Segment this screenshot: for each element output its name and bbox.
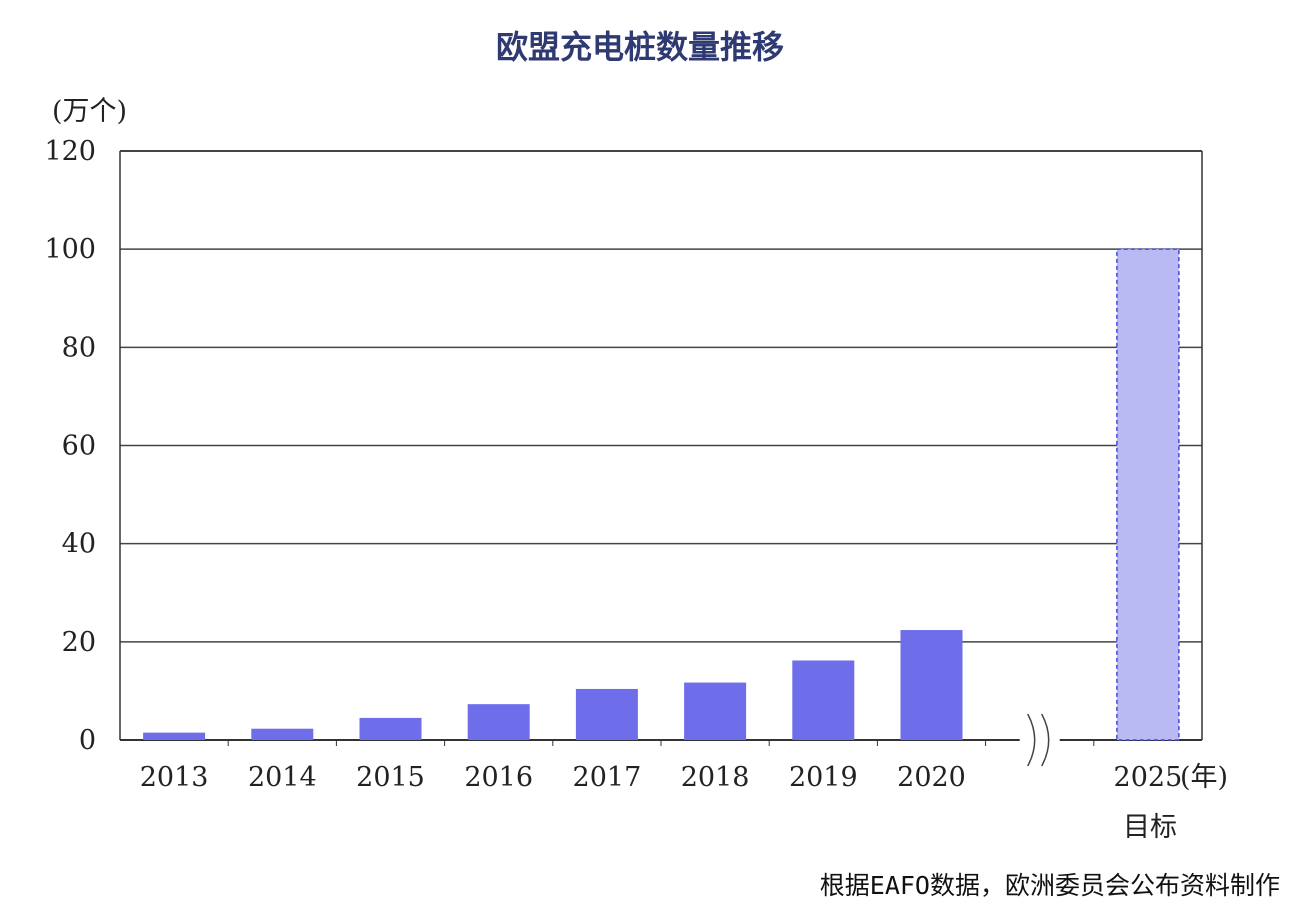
x-tick-label: 2025 bbox=[1114, 762, 1183, 793]
y-tick-label: 120 bbox=[44, 136, 96, 167]
x-axis-unit-label: (年) bbox=[1180, 762, 1228, 793]
y-tick-label: 20 bbox=[62, 627, 96, 658]
y-tick-labels: 0 20 40 60 80 100 120 bbox=[44, 136, 96, 756]
bar-2018 bbox=[684, 682, 747, 740]
bar-2019 bbox=[792, 660, 855, 740]
y-tick-label: 80 bbox=[62, 332, 96, 363]
x-tick-labels: 2013 2014 2015 2016 2017 2018 2019 2020 2025 bbox=[140, 762, 1183, 793]
x-tick-label: 2020 bbox=[897, 762, 966, 793]
bar-2020 bbox=[900, 630, 963, 740]
axis-break-icon bbox=[1019, 713, 1060, 767]
axis-break-stroke bbox=[1041, 713, 1050, 767]
bars bbox=[143, 248, 1180, 741]
x-tick-label: 2013 bbox=[140, 762, 209, 793]
target-label: 目标 bbox=[1123, 812, 1177, 843]
y-tick-label: 0 bbox=[79, 725, 96, 756]
y-tick-label: 60 bbox=[62, 431, 96, 462]
bar-2013 bbox=[143, 732, 206, 740]
x-tick-label: 2016 bbox=[464, 762, 533, 793]
x-tick-label: 2014 bbox=[248, 762, 317, 793]
x-tick-label: 2019 bbox=[789, 762, 858, 793]
axis-break-gap bbox=[1019, 736, 1060, 744]
bar-2016 bbox=[467, 704, 530, 740]
x-tick-label: 2018 bbox=[681, 762, 750, 793]
y-tick-label: 100 bbox=[44, 234, 96, 265]
bar-2017 bbox=[575, 688, 638, 740]
bar-target-2025 bbox=[1116, 248, 1180, 741]
x-tick-label: 2017 bbox=[573, 762, 642, 793]
bar-2014 bbox=[251, 728, 314, 740]
y-axis-unit-label: (万个) bbox=[52, 96, 127, 127]
source-note: 根据EAFO数据，欧洲委员会公布资料制作 bbox=[820, 871, 1280, 900]
y-tick-label: 40 bbox=[62, 529, 96, 560]
bar-2015 bbox=[359, 717, 422, 740]
axis-break-stroke bbox=[1027, 713, 1036, 767]
x-tick-label: 2015 bbox=[356, 762, 425, 793]
grid bbox=[119, 150, 1203, 746]
chart-title: 欧盟充电桩数量推移 bbox=[496, 28, 784, 66]
